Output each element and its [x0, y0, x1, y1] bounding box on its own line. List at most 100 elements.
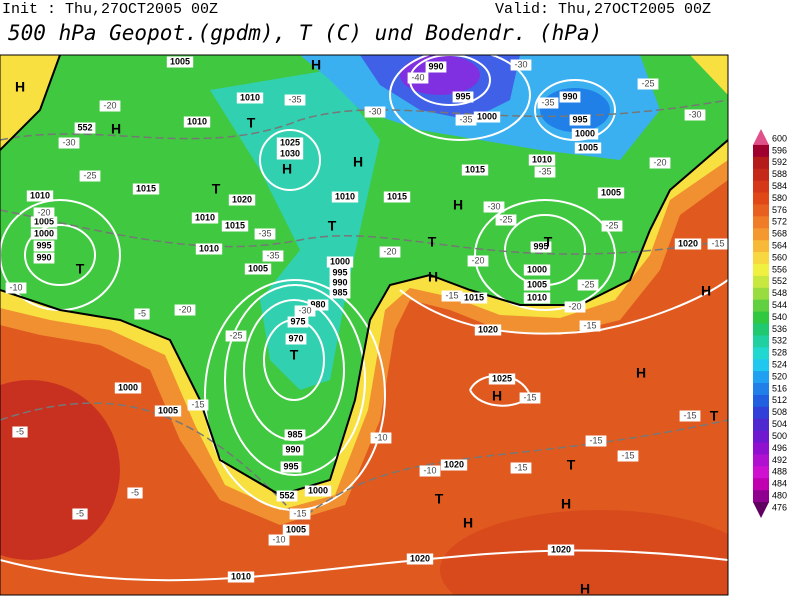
temperature-label-box	[455, 114, 477, 126]
temperature-label: -20	[178, 304, 191, 314]
temperature-label: -35	[538, 166, 551, 176]
pressure-label: 1015	[387, 191, 407, 201]
temperature-label: -20	[103, 100, 116, 110]
pressure-label: 1010	[195, 212, 215, 222]
colorbar-label: 508	[772, 407, 787, 417]
warm-core	[440, 510, 728, 595]
pressure-label: 990	[285, 444, 300, 454]
pressure-label-box	[183, 116, 211, 128]
temperature-label: -10	[272, 534, 285, 544]
pressure-center: T	[290, 347, 299, 363]
temperature-label-box	[127, 487, 143, 499]
temperature-label: -30	[487, 201, 500, 211]
temperature-label: -5	[138, 308, 146, 318]
temperature-label: -25	[605, 220, 618, 230]
pressure-label: 1010	[187, 116, 207, 126]
pressure-label: 1000	[477, 111, 497, 121]
temperature-label: -35	[266, 250, 279, 260]
pressure-label-box	[460, 292, 488, 304]
geopotential-552	[0, 55, 728, 497]
colorbar-label: 600	[772, 133, 787, 143]
pressure-label-box	[195, 243, 223, 255]
colorbar-label: 548	[772, 288, 787, 298]
pressure-label-box	[114, 382, 142, 394]
pressure-center: H	[701, 283, 711, 299]
pressure-center: T	[212, 181, 221, 197]
pressure-center: H	[636, 365, 646, 381]
pressure-label: 995	[572, 114, 587, 124]
pressure-label: 990	[562, 91, 577, 101]
colorbar-cell	[753, 156, 769, 170]
pressure-label: 1025	[280, 137, 300, 147]
pressure-label-box	[154, 405, 182, 417]
colorbar-label: 584	[772, 181, 787, 191]
pressure-label-box	[528, 154, 556, 166]
pressure-label-box	[26, 190, 54, 202]
pressure-center: T	[328, 218, 337, 234]
temperature-label-box	[364, 106, 386, 118]
temperature-label: -40	[411, 72, 424, 82]
colorbar-cell	[753, 406, 769, 420]
pressure-label-box	[559, 91, 581, 103]
map-field: 1005101010101025103010201015101010051000…	[0, 55, 728, 595]
pressure-label-box	[523, 264, 551, 276]
pressure-label-box	[461, 164, 489, 176]
temperature-label: -5	[131, 487, 139, 497]
pressure-label: 1020	[444, 459, 464, 469]
temperature-label: -35	[459, 114, 472, 124]
pressure-label: 1005	[286, 524, 306, 534]
pressure-label-box	[547, 544, 575, 556]
pressure-center: H	[492, 388, 502, 404]
pressure-label-box	[574, 142, 602, 154]
pressure-label: 1020	[678, 238, 698, 248]
init-time: Init : Thu,27OCT2005 00Z	[2, 1, 218, 18]
temperature-label: -20	[37, 207, 50, 217]
pressure-label-box	[244, 263, 272, 275]
temperature-label-box	[649, 157, 671, 169]
pressure-center: H	[561, 496, 571, 512]
temperature-label-box	[564, 301, 586, 313]
pressure-label: 1000	[527, 264, 547, 274]
colorbar-label: 504	[772, 419, 787, 429]
pressure-label: 990	[36, 252, 51, 262]
pressure-label-box	[569, 114, 591, 126]
pressure-label-box	[280, 461, 302, 473]
colorbar-label: 596	[772, 145, 787, 155]
pressure-label-box	[530, 241, 552, 253]
colorbar-cell	[753, 144, 769, 158]
pressure-label: 1010	[335, 191, 355, 201]
temperature-label-box	[495, 214, 517, 226]
pressure-label-box	[304, 485, 332, 497]
temperature-label: -30	[298, 305, 311, 315]
pressure-label: 1000	[575, 128, 595, 138]
pressure-label: 985	[332, 287, 347, 297]
temperature-label-box	[134, 308, 150, 320]
warm-core	[0, 380, 120, 560]
pressure-label-box	[191, 212, 219, 224]
geopotential-label-box	[276, 490, 298, 502]
pressure-center: H	[15, 79, 25, 95]
pressure-label-box	[452, 91, 474, 103]
pressure-label-box	[30, 228, 58, 240]
pressure-label-box	[571, 128, 599, 140]
colorbar-label: 500	[772, 431, 787, 441]
colorbar-cell	[753, 442, 769, 455]
temperature-label-box	[519, 392, 541, 404]
temperature-label-box	[407, 72, 429, 84]
geopotential-label-box	[74, 122, 96, 134]
temperature-label: -5	[16, 426, 24, 436]
pressure-label-box	[276, 137, 304, 149]
colorbar-cell	[753, 263, 769, 277]
pressure-center: T	[710, 408, 719, 424]
pressure-label-box	[326, 256, 354, 268]
temperature-label: -10	[374, 432, 387, 442]
cyan-region	[210, 70, 380, 390]
colorbar-cell	[753, 228, 769, 241]
colorbar-label: 592	[772, 157, 787, 167]
colorbar-cell	[753, 180, 769, 194]
pressure-label: 995	[455, 91, 470, 101]
temperature-label-box	[289, 508, 311, 520]
pressure-label-box	[329, 287, 351, 299]
temperature-label: -25	[83, 170, 96, 180]
